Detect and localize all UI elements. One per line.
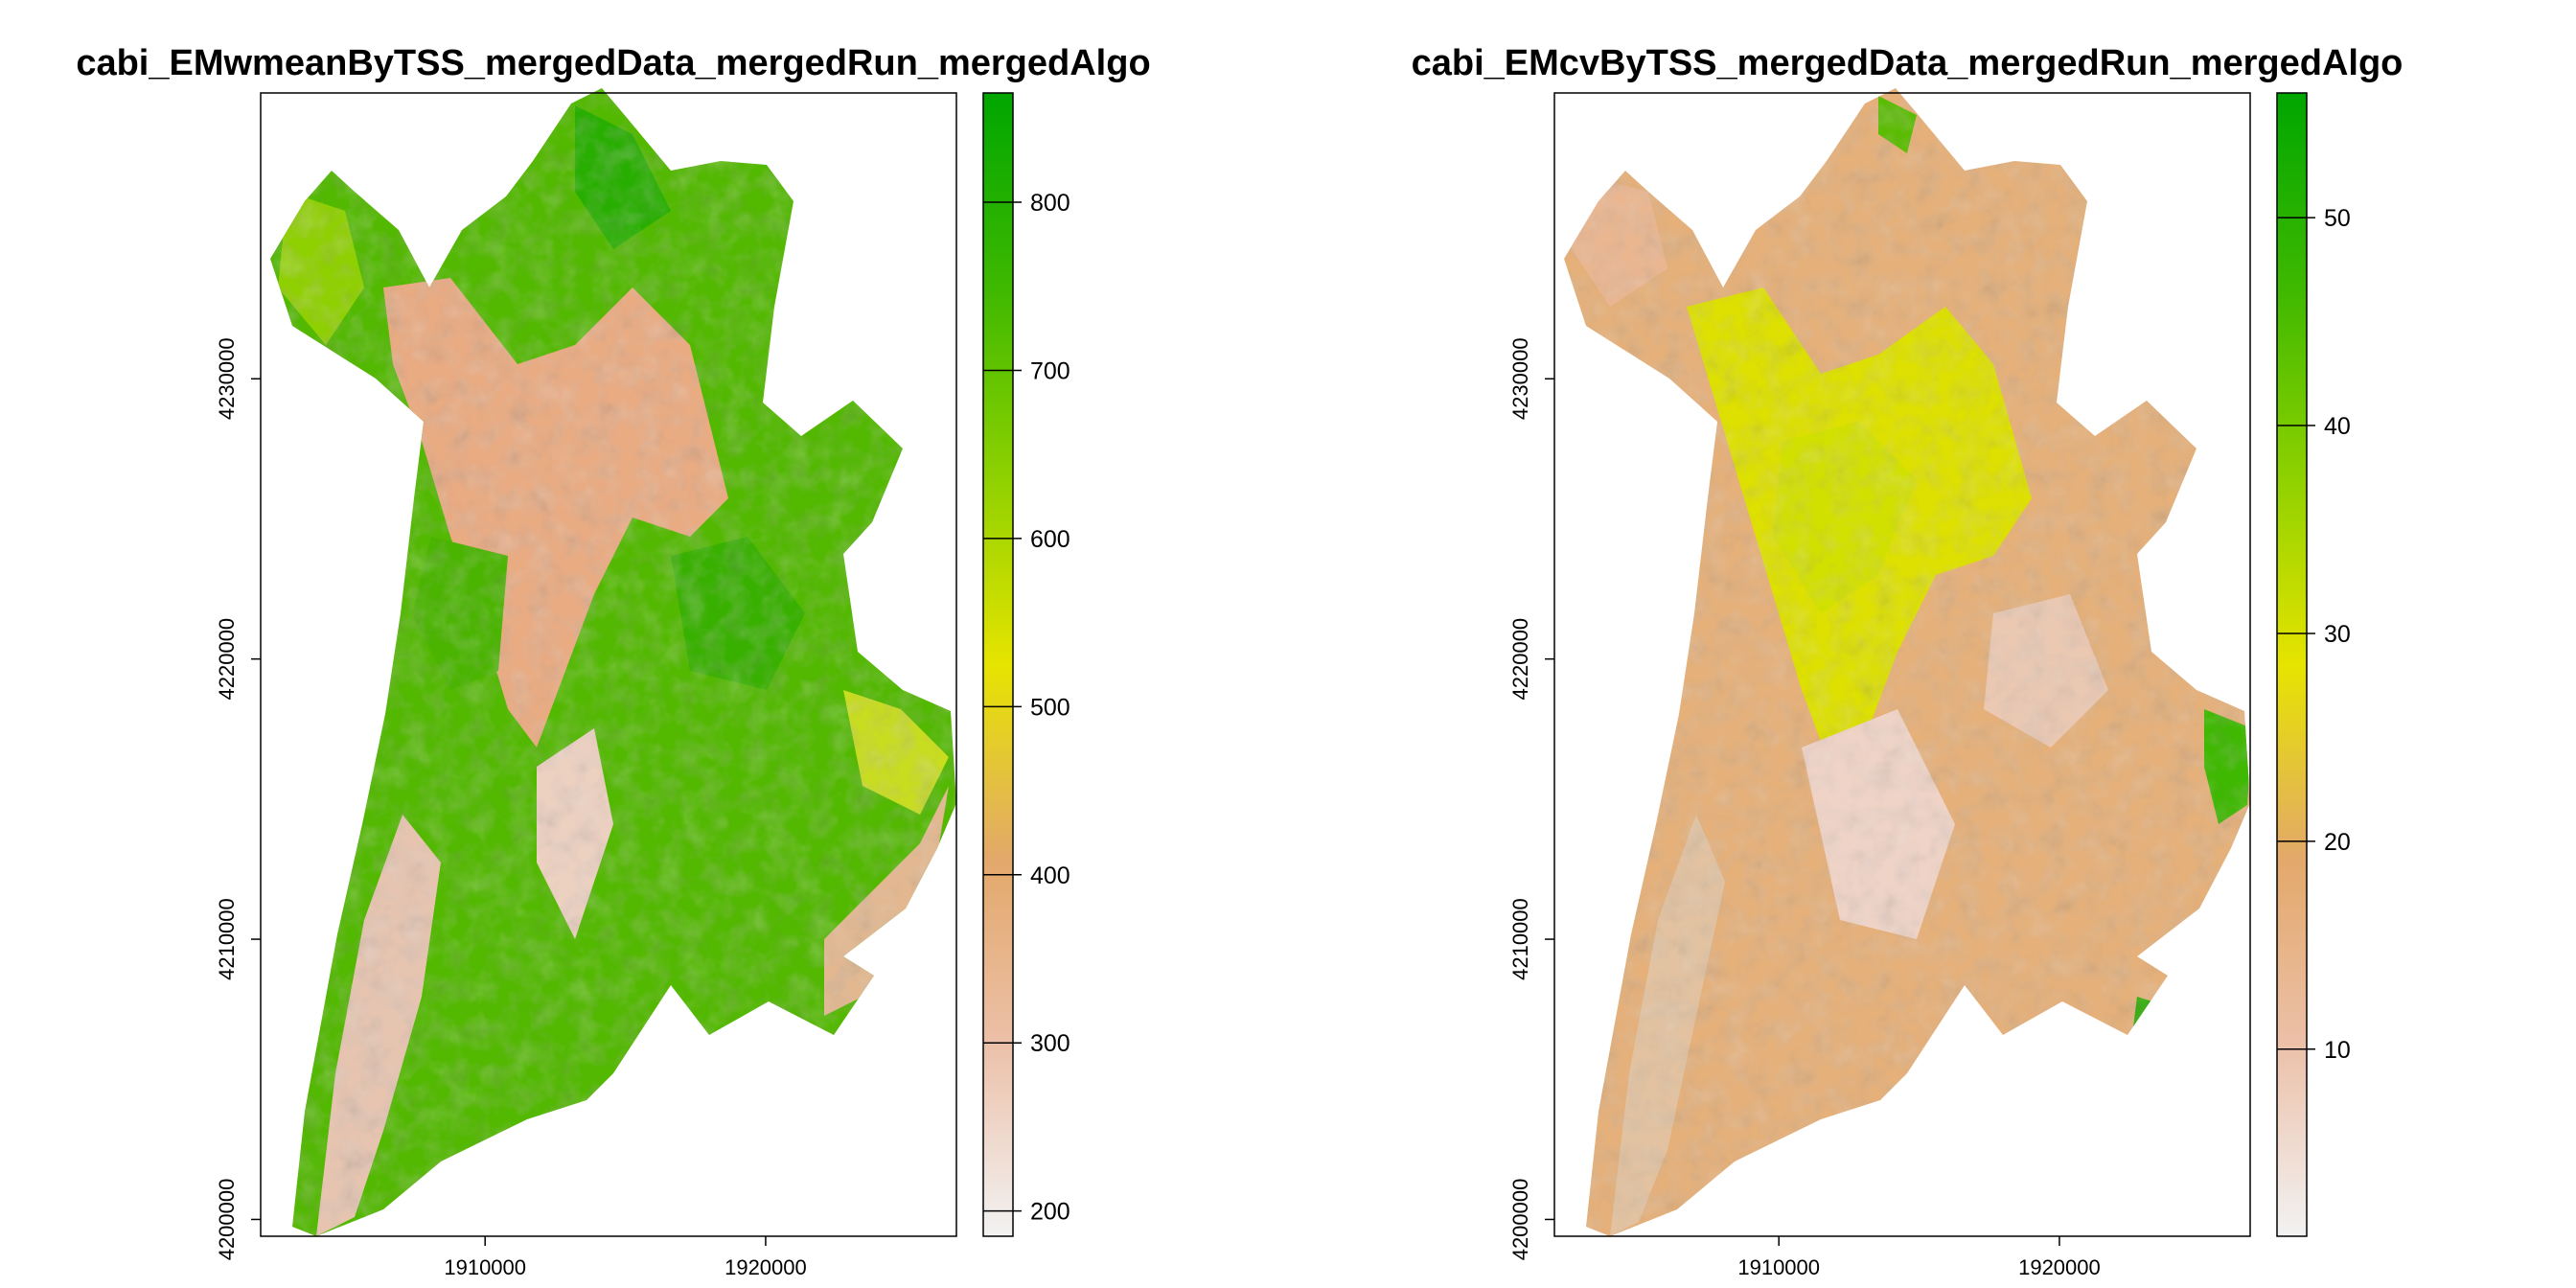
colorbar-tick-label: 50 xyxy=(2324,205,2351,232)
colorbar-tick-label: 40 xyxy=(2324,413,2351,440)
colorbar-tick-label: 10 xyxy=(2324,1037,2351,1064)
colorbar-tick-label: 300 xyxy=(1030,1030,1070,1057)
colorbar-ticks: 10 20 30 40 50 xyxy=(2277,205,2351,1064)
colorbar-tick-label: 20 xyxy=(2324,829,2351,856)
colorbar: 200 300 400 500 600 700 800 xyxy=(982,92,1070,1237)
y-tick-label: 4210000 xyxy=(215,898,239,980)
x-tick-label: 1920000 xyxy=(724,1255,807,1279)
plot-frame xyxy=(260,92,957,1237)
panel-title: cabi_EMcvByTSS_mergedData_mergedRun_merg… xyxy=(1412,43,2404,83)
colorbar-tick-label: 400 xyxy=(1030,862,1070,889)
panel-wmean: cabi_EMwmeanByTSS_mergedData_mergedRun_m… xyxy=(76,43,1150,1279)
colorbar-tick-label: 200 xyxy=(1030,1199,1070,1226)
x-tick-label: 1920000 xyxy=(2018,1255,2101,1279)
colorbar-ramp xyxy=(2276,92,2308,1237)
x-tick-label: 1910000 xyxy=(444,1255,526,1279)
plot-frame xyxy=(1553,92,2251,1237)
x-tick-label: 1910000 xyxy=(1737,1255,1820,1279)
panel-title: cabi_EMwmeanByTSS_mergedData_mergedRun_m… xyxy=(76,43,1150,83)
colorbar: 10 20 30 40 50 xyxy=(2276,92,2351,1237)
y-tick-label: 4220000 xyxy=(1508,618,1532,701)
y-tick-label: 4230000 xyxy=(215,337,239,420)
y-tick-label: 4230000 xyxy=(1508,337,1532,420)
axes: 1910000 1920000 4200000 4210000 4220000 42300… xyxy=(1508,337,2101,1279)
y-tick-label: 4220000 xyxy=(215,618,239,701)
colorbar-tick-label: 700 xyxy=(1030,357,1070,384)
axes: 1910000 1920000 4200000 4210000 4220000 42300… xyxy=(215,337,807,1279)
colorbar-tick-label: 600 xyxy=(1030,526,1070,553)
colorbar-tick-label: 800 xyxy=(1030,190,1070,217)
raster-map xyxy=(1564,88,2250,1236)
raster-texture xyxy=(270,88,956,1236)
colorbar-ramp xyxy=(982,92,1014,1237)
colorbar-tick-label: 30 xyxy=(2324,621,2351,648)
y-tick-label: 4210000 xyxy=(1508,898,1532,980)
raster-map xyxy=(270,88,956,1236)
colorbar-ticks: 200 300 400 500 600 700 800 xyxy=(983,190,1070,1226)
panel-cv: cabi_EMcvByTSS_mergedData_mergedRun_merg… xyxy=(1412,43,2404,1279)
colorbar-tick-label: 500 xyxy=(1030,694,1070,721)
y-tick-label: 4200000 xyxy=(1508,1179,1532,1261)
y-tick-label: 4200000 xyxy=(215,1179,239,1261)
raster-texture xyxy=(1564,88,2250,1236)
